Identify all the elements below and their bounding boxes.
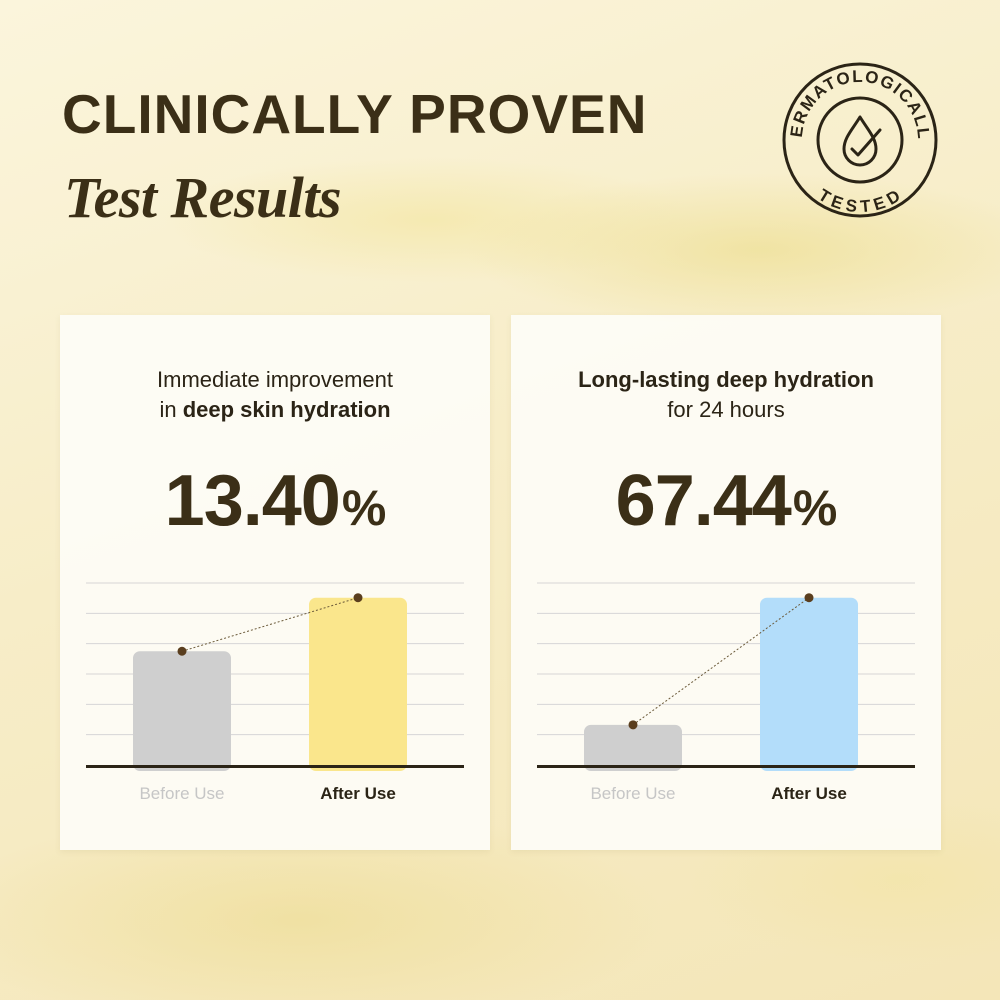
caption-line-2: for 24 hours — [667, 397, 785, 422]
page-title: CLINICALLY PROVEN — [62, 83, 648, 145]
after-use-bar — [309, 597, 407, 771]
after-use-label: After Use — [771, 784, 847, 803]
after-use-bar — [760, 597, 858, 771]
stat-value: 67.44% — [511, 460, 941, 542]
stat-number: 67.44 — [615, 461, 792, 541]
result-card-long-lasting: Long-lasting deep hydration for 24 hours… — [511, 315, 941, 850]
dermatologically-tested-seal: DERMATOLOGICALLY TESTED — [780, 60, 938, 218]
stat-unit: % — [792, 480, 837, 536]
before-use-point — [628, 720, 638, 730]
caption-line-2-prefix: in — [159, 397, 183, 422]
hydration-bar-chart: Before Use After Use — [86, 582, 464, 803]
after-use-point — [353, 593, 363, 603]
before-use-bar — [133, 651, 231, 771]
card-caption: Long-lasting deep hydration for 24 hours — [511, 365, 941, 425]
drop-check-icon — [842, 115, 882, 167]
stat-unit: % — [341, 480, 386, 536]
x-axis-line — [537, 765, 915, 768]
before-use-label: Before Use — [139, 784, 224, 803]
x-axis-line — [86, 765, 464, 768]
caption-line-2-bold: deep skin hydration — [182, 397, 391, 422]
caption-line-1: Long-lasting deep hydration — [511, 365, 941, 395]
svg-text:TESTED: TESTED — [815, 185, 905, 216]
after-use-label: After Use — [320, 784, 396, 803]
result-card-immediate: Immediate improvement in deep skin hydra… — [60, 315, 490, 850]
caption-line-2: in deep skin hydration — [60, 395, 490, 425]
before-use-bar — [584, 724, 682, 771]
before-use-label: Before Use — [590, 784, 675, 803]
stat-number: 13.40 — [164, 461, 341, 541]
caption-line-1-bold: Long-lasting deep hydration — [578, 367, 874, 392]
caption-line-1: Immediate improvement — [157, 367, 393, 392]
trend-line — [181, 597, 359, 652]
seal-bottom-text: TESTED — [815, 185, 903, 216]
after-use-point — [804, 593, 814, 603]
trend-line — [632, 597, 810, 726]
stat-value: 13.40% — [60, 460, 490, 542]
page-subtitle: Test Results — [64, 165, 342, 230]
before-use-point — [177, 646, 187, 656]
hydration-bar-chart: Before Use After Use — [537, 582, 915, 803]
card-caption: Immediate improvement in deep skin hydra… — [60, 365, 490, 425]
